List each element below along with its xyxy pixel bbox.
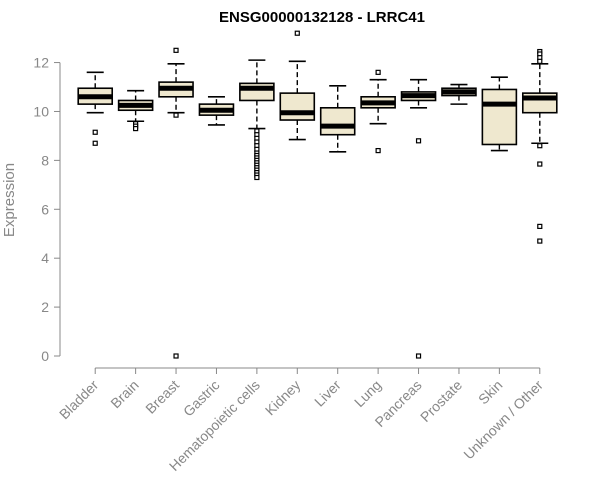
outlier-point — [254, 174, 260, 181]
outlier-point — [537, 58, 543, 64]
outlier-point — [415, 138, 422, 144]
outlier-point — [294, 30, 300, 36]
outlier-point — [173, 353, 179, 359]
y-axis-label: Expression — [1, 163, 18, 237]
y-tick-label: 8 — [41, 152, 49, 168]
x-tick-label: Liver — [311, 377, 344, 410]
outlier-point — [375, 69, 381, 75]
box — [279, 92, 316, 121]
box-group — [239, 59, 275, 181]
box-group — [481, 76, 518, 152]
y-tick-label: 4 — [41, 250, 49, 266]
x-tick-label: Bladder — [56, 377, 102, 423]
box-group — [400, 78, 437, 359]
outlier-point — [173, 47, 179, 53]
outlier-point — [537, 223, 543, 229]
x-tick-label: Breast — [142, 377, 182, 417]
box-group — [441, 83, 477, 105]
outlier-point — [537, 143, 543, 149]
x-tick-label: Prostate — [417, 377, 465, 425]
x-tick-label: Kidney — [262, 377, 304, 419]
box-group — [360, 69, 396, 154]
box-group — [198, 95, 235, 126]
outlier-point — [92, 129, 98, 135]
outlier-point — [92, 140, 98, 146]
x-tick-label: Skin — [475, 377, 506, 408]
x-tick-label: Brain — [107, 377, 141, 411]
outlier-point — [173, 112, 179, 118]
y-tick-label: 12 — [33, 55, 49, 71]
y-axis: 0 2 4 6 8 10 12 — [33, 55, 61, 364]
outlier-point — [537, 161, 543, 167]
y-tick-label: 10 — [33, 103, 49, 119]
outlier-point — [537, 238, 543, 244]
y-tick-label: 6 — [41, 201, 49, 217]
box — [319, 107, 356, 136]
outlier-point — [133, 125, 139, 132]
box-group — [77, 71, 114, 146]
box-group — [117, 89, 154, 132]
box-group — [521, 48, 558, 244]
outlier-point — [415, 353, 422, 359]
y-tick-label: 0 — [41, 348, 49, 364]
y-tick-label: 2 — [41, 299, 49, 315]
outlier-point — [375, 147, 381, 154]
box — [481, 88, 518, 146]
chart-title: ENSG00000132128 - LRRC41 — [219, 9, 425, 26]
x-tick-label: Lung — [351, 377, 384, 410]
boxes — [77, 30, 558, 359]
box-group — [279, 30, 316, 141]
box-group — [319, 84, 356, 153]
box-group — [158, 47, 194, 359]
